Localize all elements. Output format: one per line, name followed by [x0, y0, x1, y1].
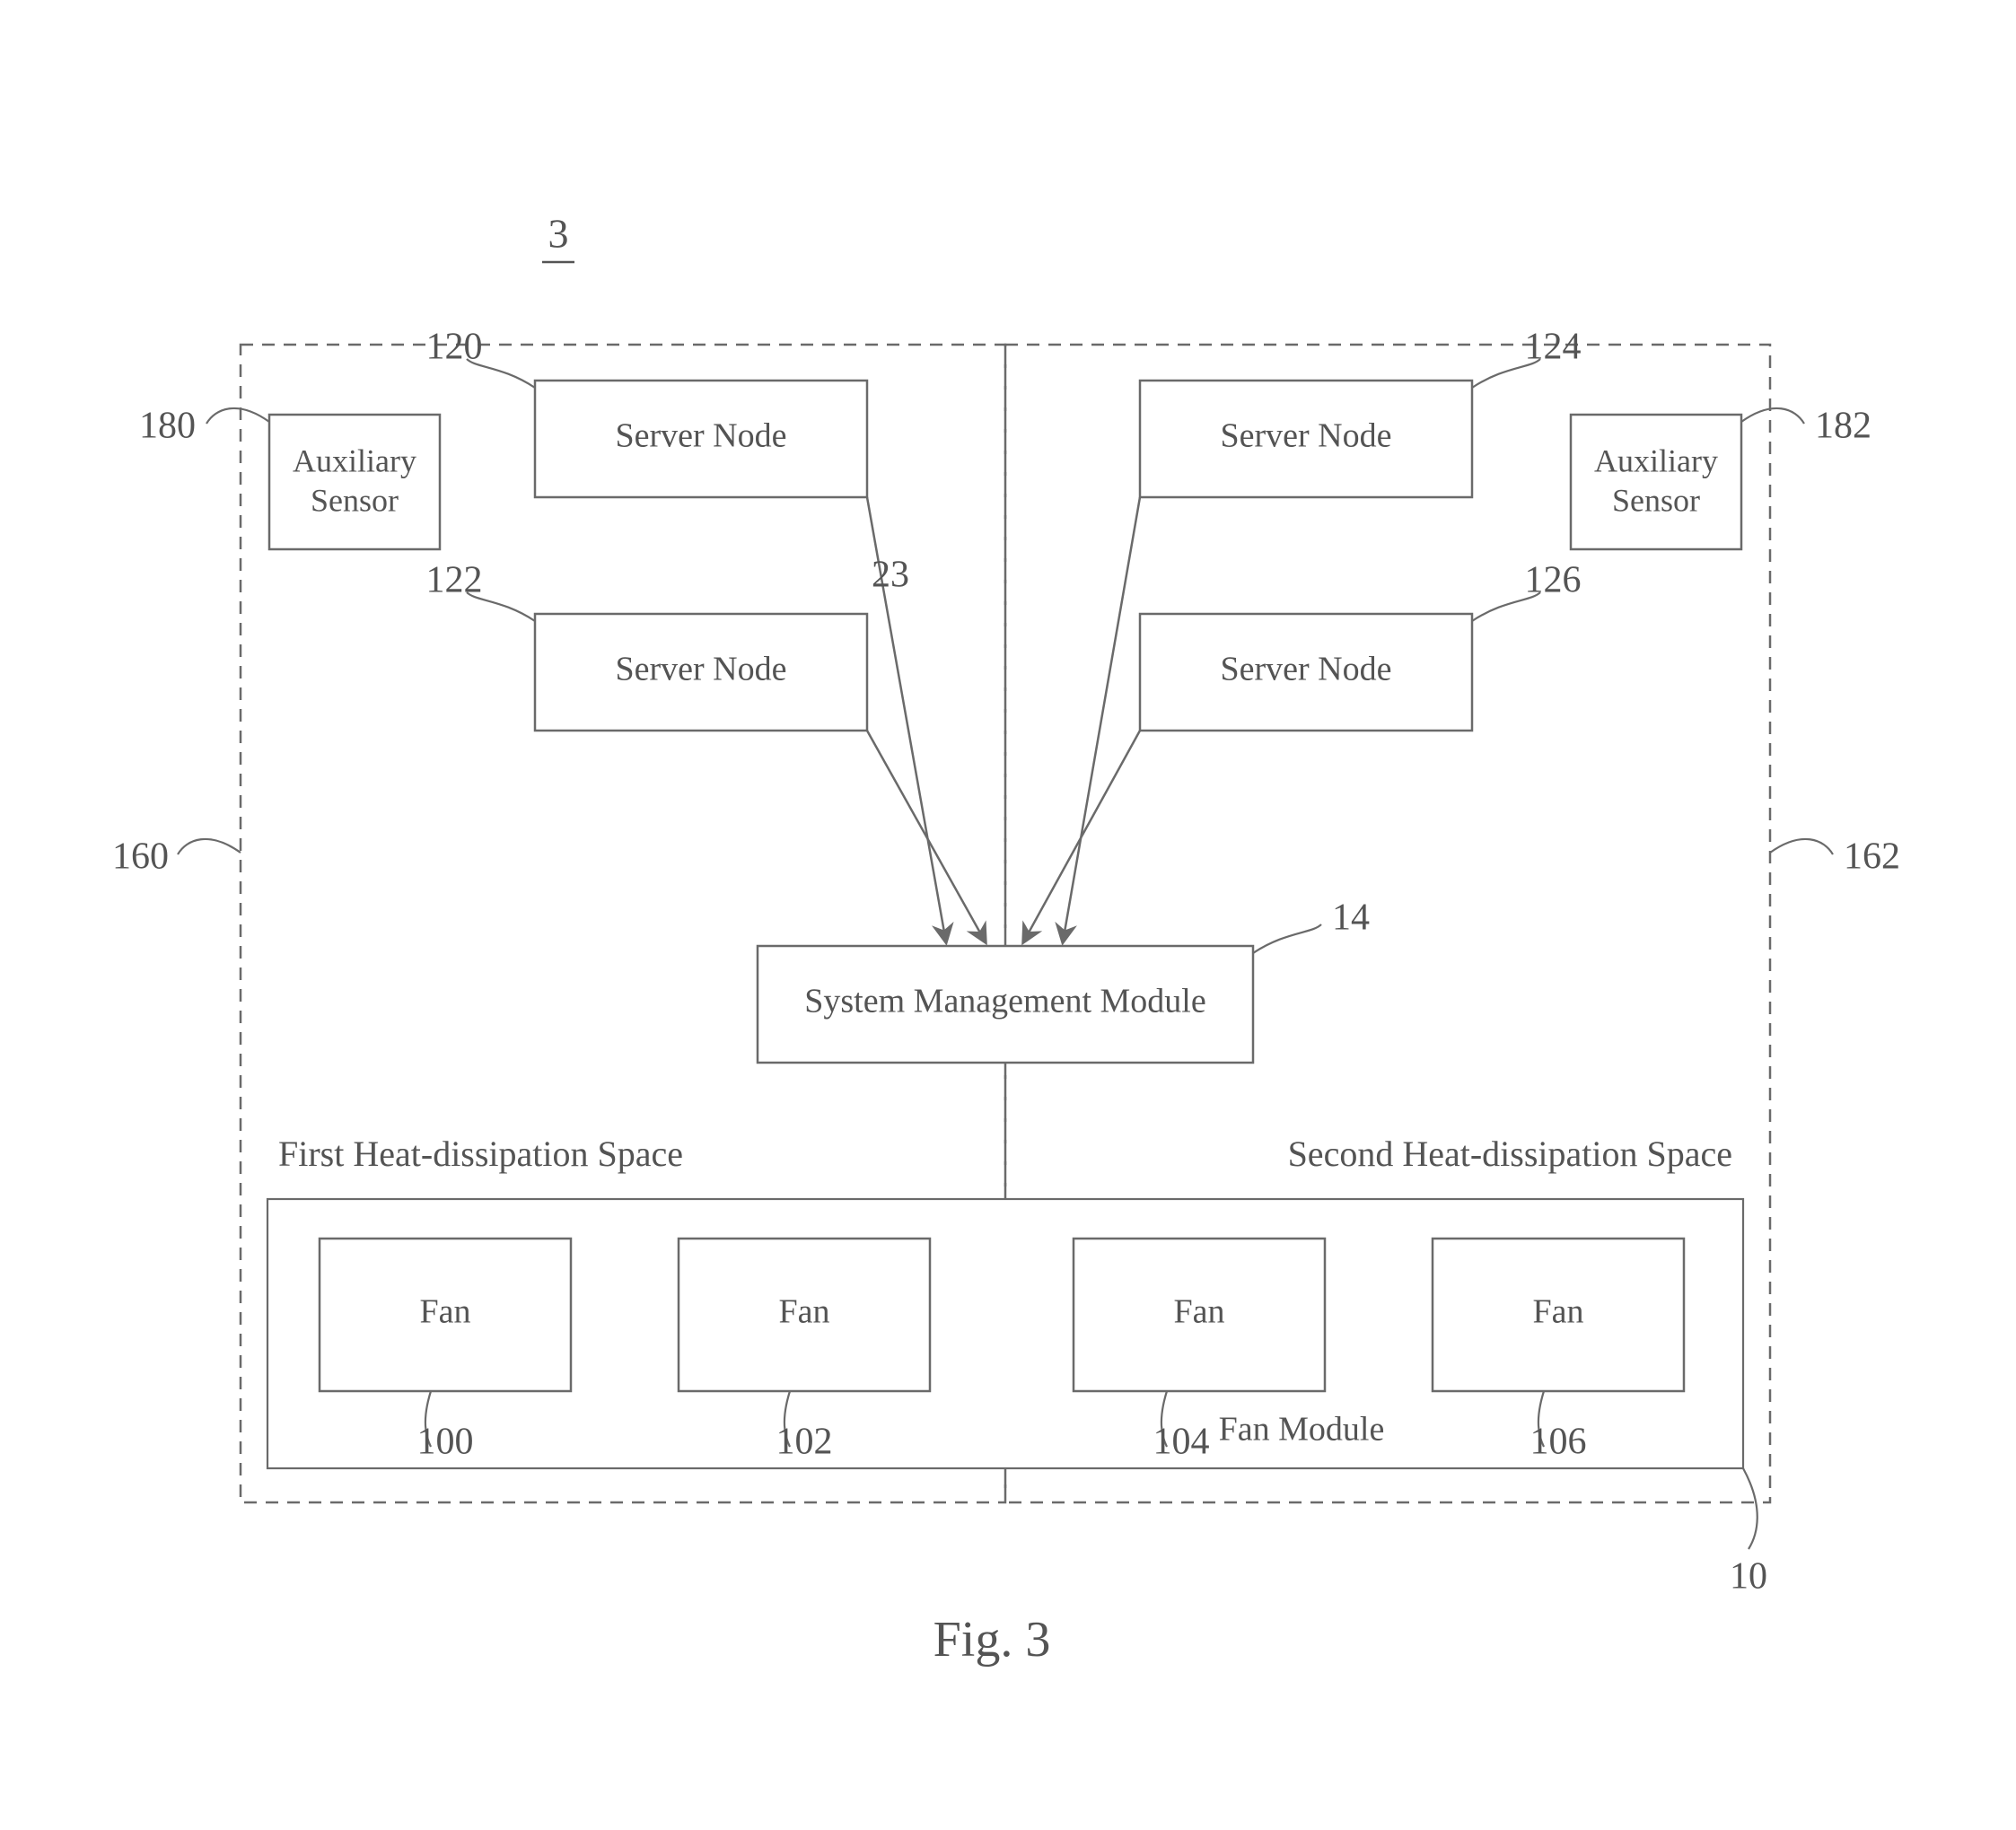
auxiliary-sensor-right: Auxiliary Sensor [1571, 415, 1741, 549]
lead-182 [1741, 408, 1804, 424]
smm-label: System Management Module [804, 983, 1205, 1020]
svg-text:Sensor: Sensor [311, 482, 399, 518]
arrow-124-smm [1063, 497, 1140, 942]
ref-182: 182 [1815, 406, 1871, 447]
figure-caption: Fig. 3 [933, 1612, 1051, 1668]
arrow-126-smm [1023, 731, 1140, 942]
fan-module-label: Fan Module [1219, 1411, 1385, 1449]
ref-126: 126 [1525, 560, 1582, 601]
ref-14: 14 [1332, 897, 1370, 939]
server-node-126: Server Node [1140, 614, 1472, 731]
svg-text:Auxiliary: Auxiliary [1594, 442, 1718, 478]
server-node-120-label: Server Node [616, 417, 787, 455]
figure-ref-3: 3 [542, 211, 574, 262]
lead-180 [206, 408, 269, 424]
fan-102-label: Fan [779, 1293, 830, 1331]
svg-text:Sensor: Sensor [1612, 482, 1700, 518]
fan-104: Fan [1074, 1239, 1325, 1391]
figure-ref-3-text: 3 [548, 211, 569, 257]
lead-14 [1253, 924, 1321, 953]
fan-104-label: Fan [1174, 1293, 1225, 1331]
ref-162: 162 [1844, 836, 1900, 878]
lead-160 [178, 839, 241, 854]
server-node-126-label: Server Node [1221, 651, 1392, 688]
ref-10: 10 [1730, 1556, 1767, 1598]
server-node-122-label: Server Node [616, 651, 787, 688]
server-node-122: Server Node [535, 614, 867, 731]
auxiliary-sensor-left: Auxiliary Sensor [269, 415, 440, 549]
arrow-122-smm [867, 731, 986, 942]
lead-10 [1743, 1468, 1757, 1549]
system-management-module: System Management Module [758, 946, 1253, 1063]
fan-106-label: Fan [1533, 1293, 1584, 1331]
fan-100: Fan [320, 1239, 571, 1391]
second-heat-space-label: Second Heat-dissipation Space [1288, 1134, 1732, 1174]
ref-23: 23 [872, 555, 909, 596]
ref-180: 180 [139, 406, 196, 447]
fan-100-label: Fan [420, 1293, 471, 1331]
server-node-124: Server Node [1140, 381, 1472, 497]
ref-160: 160 [112, 836, 169, 878]
ref-124: 124 [1525, 327, 1582, 368]
first-heat-space-label: First Heat-dissipation Space [278, 1134, 683, 1174]
lead-162 [1770, 839, 1833, 854]
ref-104: 104 [1153, 1422, 1210, 1463]
ref-106: 106 [1530, 1422, 1587, 1463]
ref-122: 122 [426, 560, 483, 601]
server-node-124-label: Server Node [1221, 417, 1392, 455]
ref-100: 100 [417, 1422, 474, 1463]
fan-102: Fan [679, 1239, 930, 1391]
svg-text:Auxiliary: Auxiliary [293, 442, 416, 478]
server-node-120: Server Node [535, 381, 867, 497]
fan-106: Fan [1433, 1239, 1684, 1391]
ref-120: 120 [426, 327, 483, 368]
ref-102: 102 [776, 1422, 833, 1463]
